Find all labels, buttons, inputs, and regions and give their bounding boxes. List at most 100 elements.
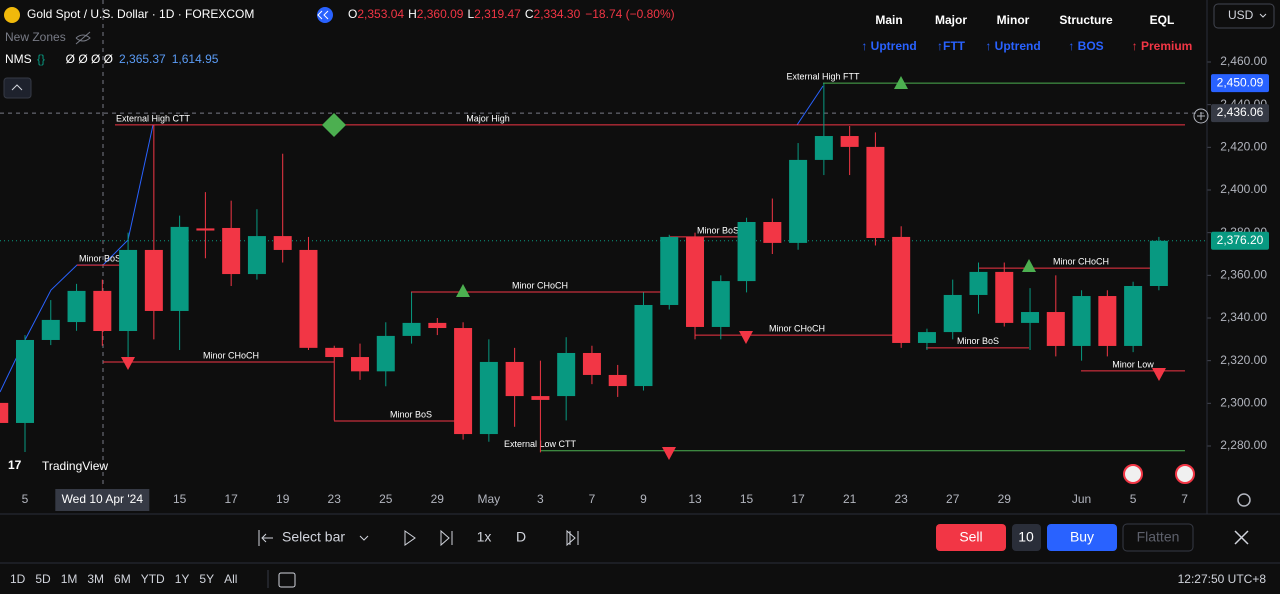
level-label: Minor Low xyxy=(1112,359,1154,369)
candle-body xyxy=(686,236,705,327)
candle-body xyxy=(119,249,138,332)
candle-body xyxy=(402,322,421,336)
event-flag[interactable] xyxy=(1123,464,1143,484)
range-button[interactable]: YTD xyxy=(141,572,165,586)
step-button[interactable] xyxy=(440,529,453,547)
level-label: External High FTT xyxy=(786,72,860,82)
x-tick-label: 5 xyxy=(1130,492,1137,506)
candle-body xyxy=(67,290,86,323)
hidden-icon[interactable] xyxy=(75,31,91,45)
y-tick-label: 2,420.00 xyxy=(1220,140,1267,154)
collapse-icon xyxy=(11,84,23,91)
plus-icon[interactable] xyxy=(1193,108,1209,124)
x-tick-label: 29 xyxy=(998,492,1012,506)
price-tag xyxy=(1211,74,1269,93)
replay-icon xyxy=(317,10,329,20)
x-tick-label: 15 xyxy=(173,492,187,506)
x-tick-label: 13 xyxy=(688,492,702,506)
replay-icon[interactable] xyxy=(317,7,333,23)
logo-mark: 17 xyxy=(8,458,22,472)
collapse-button[interactable] xyxy=(3,77,32,99)
play-button[interactable] xyxy=(404,530,416,546)
table-header: Major xyxy=(935,13,967,27)
quantity-box[interactable] xyxy=(1012,524,1041,551)
settings-icon[interactable] xyxy=(1237,493,1251,507)
candle-body xyxy=(0,402,9,423)
candle-body xyxy=(196,228,215,231)
range-button[interactable]: 5Y xyxy=(199,572,214,586)
symbol-title: Gold Spot / U.S. Dollar · 1D · FOREXCOM xyxy=(27,7,254,21)
dropdown-icon[interactable] xyxy=(359,535,369,541)
table-header: Structure xyxy=(1059,13,1113,27)
select-bar[interactable]: Select bar xyxy=(282,529,345,545)
y-tick-label: 2,360.00 xyxy=(1220,268,1267,282)
price-tag xyxy=(1211,104,1269,123)
signal-marker xyxy=(1022,259,1036,272)
ohlc: O2,353.04 H2,360.09 L2,319.47 C2,334.30 −18.… xyxy=(348,7,675,21)
sell-label[interactable]: Sell xyxy=(959,529,982,545)
plus-icon xyxy=(1197,112,1205,120)
indicator: NMS Ø Ø Ø Ø 2,365.37 1,614.95 xyxy=(5,52,219,66)
level-label: Minor BoS xyxy=(957,336,999,346)
candle-body xyxy=(608,374,627,387)
interval[interactable]: D xyxy=(516,529,526,545)
x-tick-label: 7 xyxy=(1181,492,1188,506)
currency-button[interactable] xyxy=(1213,3,1275,29)
ohlc-value: 2,353.04 xyxy=(357,7,404,21)
ohlc-key: L xyxy=(467,7,474,21)
range-button[interactable]: 5D xyxy=(35,572,51,586)
candle-body xyxy=(582,352,601,375)
table-cell: ↑ BOS xyxy=(1068,39,1103,53)
signal-marker xyxy=(662,447,676,460)
candle-body xyxy=(557,352,576,397)
price-tag-label: 2,376.20 xyxy=(1217,233,1264,247)
jump-button[interactable] xyxy=(566,529,579,547)
currency[interactable]: USD xyxy=(1228,8,1254,22)
range-button[interactable]: 3M xyxy=(87,572,104,586)
buy-button[interactable] xyxy=(1047,524,1117,551)
signal-marker xyxy=(894,76,908,89)
range-button[interactable]: 1M xyxy=(61,572,78,586)
range-button[interactable]: All xyxy=(224,572,237,586)
y-tick-label: 2,400.00 xyxy=(1220,182,1267,196)
table-cell: ↑ Uptrend xyxy=(985,39,1040,53)
flatten-label[interactable]: Flatten xyxy=(1137,529,1180,545)
x-tick-label: 17 xyxy=(224,492,238,506)
candle-body xyxy=(634,304,653,387)
level-label: Minor CHoCH xyxy=(769,323,825,333)
level-label: Major High xyxy=(466,113,510,123)
y-tick-label: 2,300.00 xyxy=(1220,396,1267,410)
close-button[interactable] xyxy=(1234,530,1249,545)
candle-body xyxy=(273,236,292,250)
x-tick-label: Jun xyxy=(1072,492,1091,506)
sell-button[interactable] xyxy=(936,524,1006,551)
x-tick-label: 9 xyxy=(640,492,647,506)
x-tick-label: 7 xyxy=(589,492,596,506)
speed[interactable]: 1x xyxy=(477,529,492,545)
date-range-button[interactable] xyxy=(278,572,296,588)
buy-label[interactable]: Buy xyxy=(1070,529,1094,545)
y-tick-label: 2,320.00 xyxy=(1220,353,1267,367)
range-button[interactable]: 1Y xyxy=(175,572,190,586)
candle-body xyxy=(247,236,266,275)
level-label: Minor CHoCH xyxy=(512,280,568,290)
level-label: External High CTT xyxy=(116,113,191,123)
candle-body xyxy=(711,281,730,327)
table-header: Main xyxy=(875,13,902,27)
range-button[interactable]: 6M xyxy=(114,572,131,586)
candle-body xyxy=(170,226,189,311)
signal-marker xyxy=(121,357,135,370)
x-tick-label: 15 xyxy=(740,492,754,506)
candle-body xyxy=(737,221,756,282)
status-table: Main Major Minor Structure EQL ↑ Uptrend… xyxy=(861,13,1192,53)
candle-body xyxy=(376,335,395,372)
event-flag[interactable] xyxy=(1175,464,1195,484)
quantity[interactable]: 10 xyxy=(1018,529,1034,545)
indicator-name: NMS xyxy=(5,52,32,66)
range-button[interactable]: 1D xyxy=(10,572,26,586)
ohlc-value: 2,360.09 xyxy=(417,7,464,21)
price-tag-label: 2,436.06 xyxy=(1217,105,1264,119)
signal-marker xyxy=(456,284,470,297)
flatten-button[interactable] xyxy=(1122,523,1194,552)
